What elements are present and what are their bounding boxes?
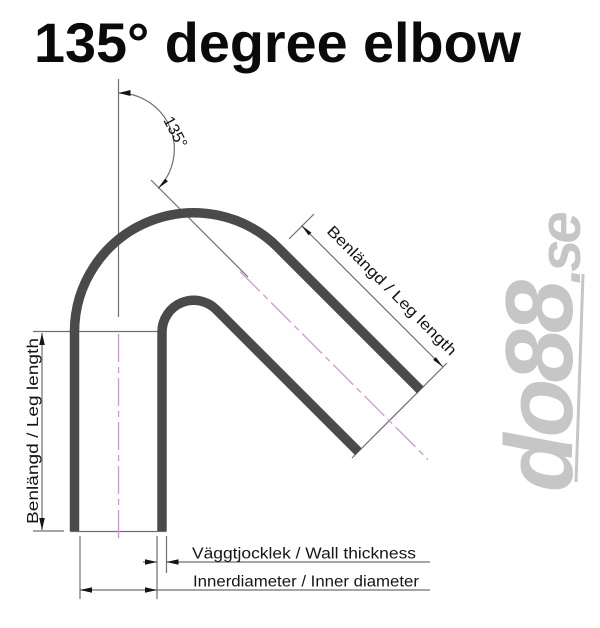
inner-diameter-label: Innerdiameter / Inner diameter [193, 574, 419, 591]
diagonal-dim-tick [288, 213, 315, 240]
diagonal-leg-dimension-line [301, 225, 444, 368]
watermark-main: do88 [486, 279, 593, 492]
angle-dimension-arc [118, 92, 175, 189]
elbow-tube [69, 208, 424, 531]
angle-arc-bottom-arrow [158, 178, 168, 189]
diagonal-dim-upper-arrow [301, 225, 312, 236]
tube-inner-wall [157, 295, 362, 531]
diagonal-leg-centerline [239, 271, 429, 460]
wall-thickness-label: Väggtjocklek / Wall thickness [192, 546, 416, 563]
page-title: 135° degree elbow [34, 11, 521, 74]
centerlines [117, 271, 429, 543]
dimension-labels: 135° Benlängd / Leg length Benlängd / Le… [25, 114, 460, 591]
angle-arc-top-arrow [118, 90, 131, 96]
left-dim-top-arrow [39, 333, 45, 345]
watermark-underline [574, 273, 585, 483]
inner-diameter-right-arrow [145, 587, 157, 593]
diagonal-leg-length-label: Benlängd / Leg length [323, 223, 459, 359]
diagonal-axis-extension-line [150, 179, 249, 278]
dimension-lines [41, 92, 444, 591]
wall-thickness-left-arrow [145, 559, 157, 565]
diagonal-dim-lower-arrow [433, 357, 443, 367]
diagonal-end-cap-line [351, 362, 448, 459]
left-dim-bottom-arrow [39, 518, 45, 530]
wall-thickness-right-arrow [166, 559, 179, 565]
tube-outer-wall [69, 208, 424, 531]
watermark-logo: do88.se [486, 213, 593, 492]
angle-label: 135° [159, 114, 190, 151]
left-leg-length-label: Benlängd / Leg length [25, 338, 42, 524]
watermark-text: do88.se [486, 213, 593, 492]
inner-diameter-left-arrow [80, 587, 92, 593]
dimension-arrows [39, 90, 443, 593]
watermark-suffix: .se [528, 213, 593, 284]
